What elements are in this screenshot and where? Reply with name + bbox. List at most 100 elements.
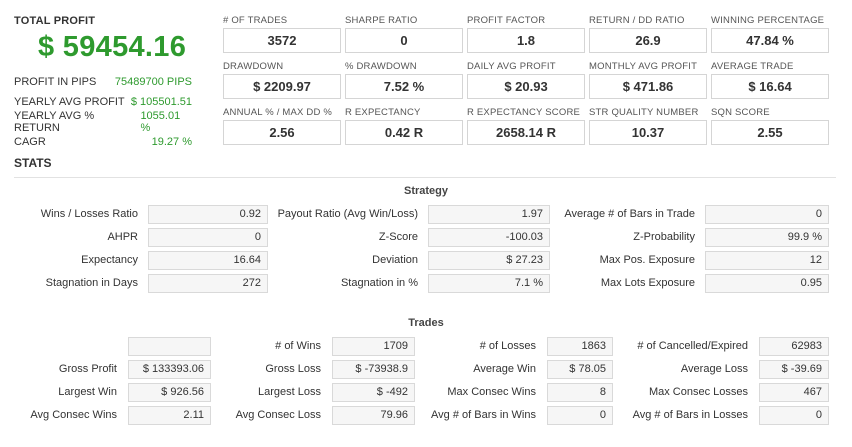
summary-value: 75489700 PIPS xyxy=(114,76,192,88)
summary-value: $ 105501.51 xyxy=(130,96,192,108)
tile-sharpe-ratio: SHARPE RATIO 0 xyxy=(345,15,463,53)
tile-sqn-score: SQN SCORE 2.55 xyxy=(711,107,829,145)
tile-value: 2658.14 R xyxy=(467,120,585,145)
tile-value: 2.56 xyxy=(223,120,341,145)
strategy-metric-label: Wins / Losses Ratio xyxy=(40,208,138,220)
strategy-metric-label: Z-Score xyxy=(378,231,418,243)
tile-monthly-avg-profit: MONTHLY AVG PROFIT $ 471.86 xyxy=(589,61,707,99)
tile-label: SQN SCORE xyxy=(711,107,770,118)
trades-metric-label: Largest Loss xyxy=(258,386,321,398)
trades-metric-label: Avg # of Bars in Wins xyxy=(431,409,536,421)
tile-number-of-trades: # OF TRADES 3572 xyxy=(223,15,341,53)
summary-value: 1055.01 % xyxy=(140,110,181,134)
trades-metric-label: # of Losses xyxy=(479,340,536,352)
tile-label: % DRAWDOWN xyxy=(345,61,417,72)
tile-r-expectancy-score: R EXPECTANCY SCORE 2658.14 R xyxy=(467,107,585,145)
trades-metric-value: $ -39.69 xyxy=(759,360,829,379)
trades-metric-label: Avg Consec Loss xyxy=(235,409,321,421)
strategy-metric-value: 0 xyxy=(705,205,829,224)
tile-label: R EXPECTANCY SCORE xyxy=(467,107,581,118)
tile-average-trade: AVERAGE TRADE $ 16.64 xyxy=(711,61,829,99)
tile-label: DRAWDOWN xyxy=(223,61,284,72)
trades-metric-value: 1709 xyxy=(332,337,415,356)
strategy-metric-value: 0 xyxy=(148,228,268,247)
trades-metric-label: Avg Consec Wins xyxy=(30,409,117,421)
trades-metric-value: 0 xyxy=(547,406,613,425)
tile-value: 10.37 xyxy=(589,120,707,145)
tile-return-dd-ratio: RETURN / DD RATIO 26.9 xyxy=(589,15,707,53)
stats-divider xyxy=(14,177,836,178)
strategy-metric-value: 7.1 % xyxy=(428,274,550,293)
strategy-metric-value: 12 xyxy=(705,251,829,270)
tile-annual-max-dd: ANNUAL % / MAX DD % 2.56 xyxy=(223,107,341,145)
tile-label: RETURN / DD RATIO xyxy=(589,15,685,26)
trades-metric-value: 1863 xyxy=(547,337,613,356)
tile-label: DAILY AVG PROFIT xyxy=(467,61,556,72)
trades-metric-value: 8 xyxy=(547,383,613,402)
tile-label: AVERAGE TRADE xyxy=(711,61,794,72)
trades-metric-value: $ 133393.06 xyxy=(128,360,211,379)
tile-label: R EXPECTANCY xyxy=(345,107,421,118)
trades-metric-label: # of Cancelled/Expired xyxy=(637,340,748,352)
tile-label: SHARPE RATIO xyxy=(345,15,418,26)
tile-drawdown: DRAWDOWN $ 2209.97 xyxy=(223,61,341,99)
strategy-heading: Strategy xyxy=(403,185,449,197)
total-profit-panel: TOTAL PROFIT $ 59454.16 PROFIT IN PIPS 7… xyxy=(14,15,192,148)
summary-row-profit-pips: PROFIT IN PIPS 75489700 PIPS xyxy=(14,72,192,92)
tile-profit-factor: PROFIT FACTOR 1.8 xyxy=(467,15,585,53)
trades-metric-label: Average Loss xyxy=(680,363,748,375)
trades-metric-value xyxy=(128,337,211,356)
trades-metric-label: Largest Win xyxy=(58,386,117,398)
trades-metric-label: # of Wins xyxy=(275,340,321,352)
trades-metric-value: $ -73938.9 xyxy=(332,360,415,379)
tile-winning-percentage: WINNING PERCENTAGE 47.84 % xyxy=(711,15,829,53)
total-profit-value: $ 59454.16 xyxy=(38,31,187,63)
tile-value: $ 2209.97 xyxy=(223,74,341,99)
trades-metric-value: 467 xyxy=(759,383,829,402)
tile-value: 1.8 xyxy=(467,28,585,53)
trades-heading: Trades xyxy=(408,317,444,329)
tile-value: 2.55 xyxy=(711,120,829,145)
trades-metric-value: 79.96 xyxy=(332,406,415,425)
tile-r-expectancy: R EXPECTANCY 0.42 R xyxy=(345,107,463,145)
strategy-metric-label: Max Pos. Exposure xyxy=(599,254,695,266)
trades-metric-label: Max Consec Wins xyxy=(447,386,536,398)
tile-value: 47.84 % xyxy=(711,28,829,53)
strategy-metric-label: Expectancy xyxy=(81,254,138,266)
summary-label: CAGR xyxy=(14,136,46,148)
summary-row-yearly-avg-return: YEARLY AVG % RETURN 1055.01 % xyxy=(14,110,192,134)
tile-percent-drawdown: % DRAWDOWN 7.52 % xyxy=(345,61,463,99)
tile-value: 0.42 R xyxy=(345,120,463,145)
tile-label: MONTHLY AVG PROFIT xyxy=(589,61,698,72)
strategy-metric-label: Stagnation in Days xyxy=(45,277,138,289)
tile-value: 7.52 % xyxy=(345,74,463,99)
strategy-metric-label: Max Lots Exposure xyxy=(600,277,695,289)
trades-metric-value: 0 xyxy=(759,406,829,425)
tile-value: $ 16.64 xyxy=(711,74,829,99)
summary-label: YEARLY AVG % RETURN xyxy=(14,110,95,134)
trades-metric-label: Avg # of Bars in Losses xyxy=(632,409,748,421)
strategy-metric-label: AHPR xyxy=(107,231,138,243)
stats-heading: STATS xyxy=(14,156,52,170)
tile-daily-avg-profit: DAILY AVG PROFIT $ 20.93 xyxy=(467,61,585,99)
profit-summary-list: PROFIT IN PIPS 75489700 PIPS YEARLY AVG … xyxy=(14,72,192,152)
tile-label: WINNING PERCENTAGE xyxy=(711,15,825,26)
strategy-metric-label: Payout Ratio (Avg Win/Loss) xyxy=(277,208,418,220)
strategy-metric-label: Z-Probability xyxy=(633,231,695,243)
summary-row-yearly-avg-profit: YEARLY AVG PROFIT $ 105501.51 xyxy=(14,92,192,112)
trades-metric-value: 2.11 xyxy=(128,406,211,425)
strategy-metric-value: 272 xyxy=(148,274,268,293)
strategy-metric-value: $ 27.23 xyxy=(428,251,550,270)
trades-metric-value: 62983 xyxy=(759,337,829,356)
trades-metric-label: Gross Loss xyxy=(265,363,321,375)
total-profit-label: TOTAL PROFIT xyxy=(14,15,96,27)
trades-metric-label: Gross Profit xyxy=(58,363,117,375)
strategy-metric-value: 1.97 xyxy=(428,205,550,224)
tile-value: $ 20.93 xyxy=(467,74,585,99)
strategy-metric-label: Stagnation in % xyxy=(340,277,418,289)
tile-str-quality-number: STR QUALITY NUMBER 10.37 xyxy=(589,107,707,145)
trades-metric-label: Average Win xyxy=(473,363,536,375)
strategy-metric-label: Average # of Bars in Trade xyxy=(564,208,695,220)
summary-label: PROFIT IN PIPS xyxy=(14,76,97,88)
strategy-metric-value: 16.64 xyxy=(148,251,268,270)
